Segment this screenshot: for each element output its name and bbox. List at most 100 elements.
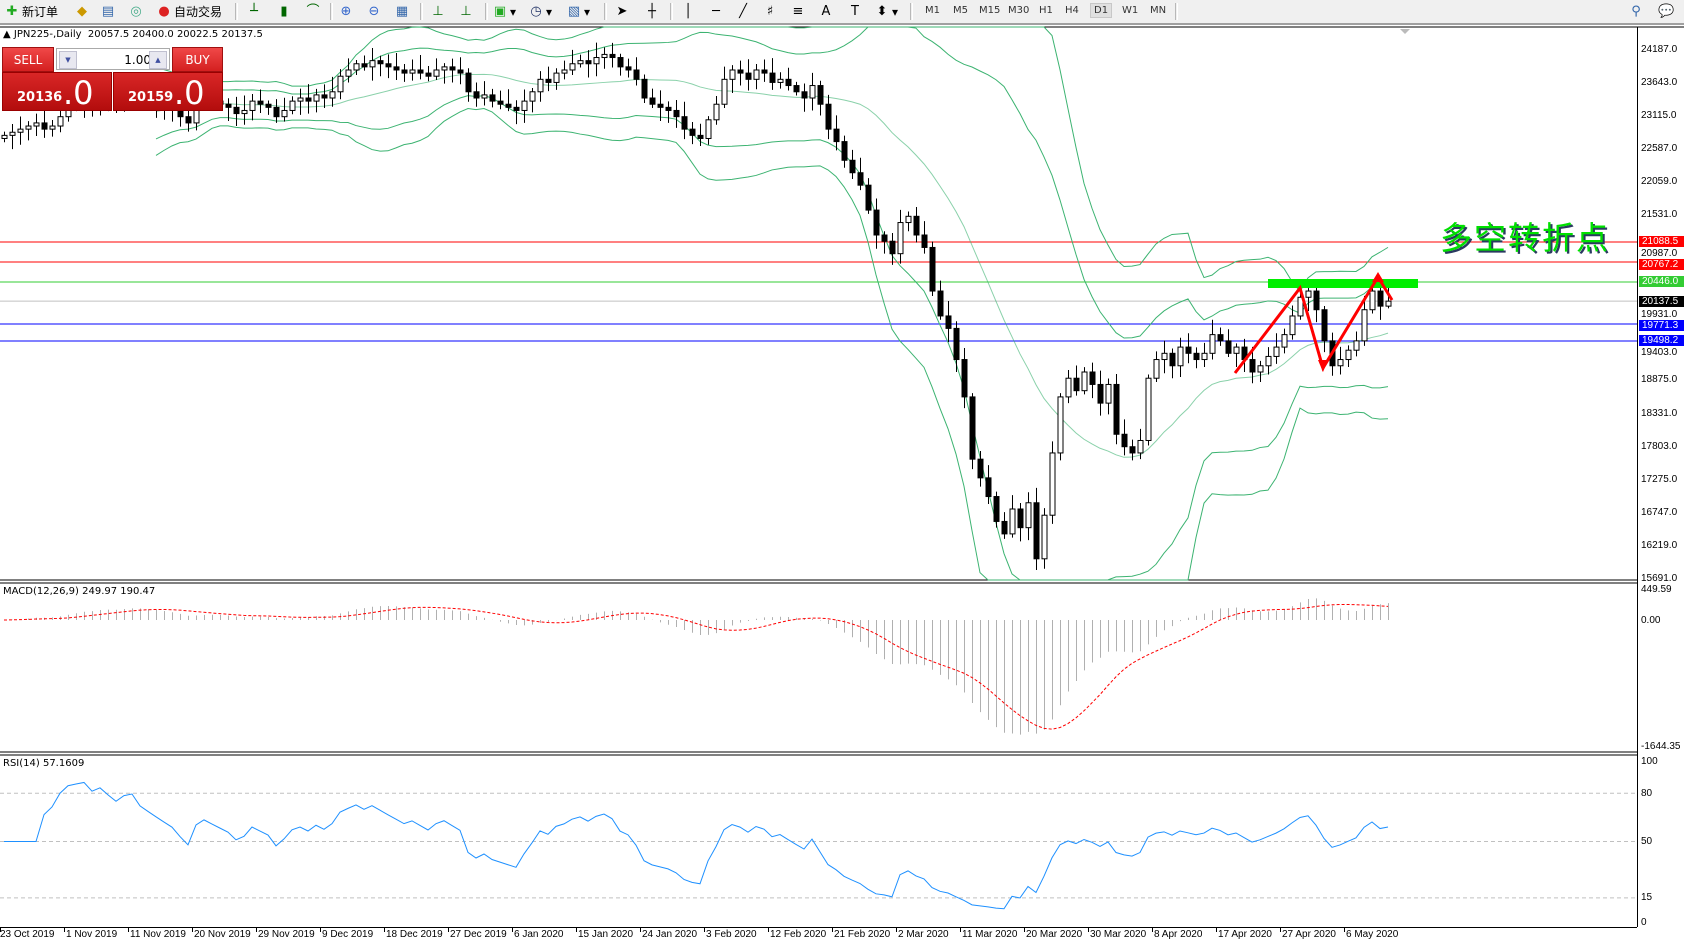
sell-price-box[interactable]: 20136.0 — [2, 72, 112, 112]
candle — [993, 491, 1000, 528]
candle-body — [1185, 346, 1192, 354]
lot-size-input[interactable] — [77, 50, 153, 69]
candle — [1321, 305, 1328, 353]
candle — [1249, 346, 1256, 384]
candle — [257, 89, 264, 113]
vertical-line-icon: │ — [684, 3, 692, 19]
horizontal-line-icon: ─ — [712, 3, 720, 19]
date-tick-label: 11 Nov 2019 — [130, 929, 186, 940]
timeframe-m5[interactable]: M5 — [953, 5, 968, 16]
zoom-in-button[interactable]: ⊕ — [338, 2, 356, 21]
candle — [1361, 295, 1368, 346]
timeframe-h1[interactable]: H1 — [1039, 5, 1053, 16]
trendline-button[interactable]: ╱ — [735, 2, 753, 21]
line-chart-button[interactable]: ⌒ — [305, 2, 323, 21]
candle-body — [585, 60, 592, 65]
candle-body — [289, 100, 296, 111]
candle-body — [1217, 334, 1224, 342]
chart-shift-button[interactable]: ⊥ — [430, 2, 448, 21]
annotation-text[interactable]: 多空转折点 — [1440, 219, 1611, 257]
navigator-button[interactable]: ▤ — [100, 2, 118, 21]
timeframe-mn[interactable]: MN — [1150, 5, 1167, 16]
horizontal-line-button[interactable]: ─ — [708, 2, 726, 21]
arrows-button[interactable]: ⬍ ▾ — [874, 2, 898, 21]
candle-body — [561, 69, 568, 74]
buy-button[interactable]: BUY — [172, 47, 223, 72]
candle-body — [1097, 383, 1104, 404]
bar-chart-button[interactable]: ┴ — [246, 2, 264, 21]
chart-area[interactable] — [0, 25, 1684, 945]
lot-decrease-button[interactable]: ▼ — [59, 51, 77, 69]
text-label-button[interactable]: T — [847, 2, 865, 21]
candle-body — [1369, 290, 1376, 311]
timeframe-d1[interactable]: D1 — [1090, 3, 1113, 18]
vertical-line-button[interactable]: │ — [680, 2, 698, 21]
candle — [1105, 378, 1112, 415]
candle — [281, 97, 288, 122]
candle-body — [1145, 377, 1152, 441]
auto-trading-button[interactable]: ● 自动交易 — [156, 2, 222, 21]
candle-body — [225, 103, 232, 108]
candle — [1177, 337, 1184, 377]
ohlc-readout: 20057.5 20400.0 20022.5 20137.5 — [87, 29, 263, 40]
candle — [969, 393, 976, 470]
timeframe-m1[interactable]: M1 — [925, 5, 940, 16]
candle — [233, 96, 240, 127]
lot-size-stepper[interactable]: ▼ ▲ — [56, 48, 170, 70]
candle — [241, 95, 248, 125]
cursor-icon: ➤ — [616, 3, 628, 19]
candle-body — [841, 141, 848, 161]
arrowhead-down — [1318, 360, 1328, 372]
chart-shift-marker[interactable] — [1400, 29, 1410, 34]
autoscroll-button[interactable]: ⊥ — [458, 2, 476, 21]
candle-body — [33, 122, 40, 127]
buy-price-box[interactable]: 20159.0 — [113, 72, 223, 112]
candle — [337, 69, 344, 100]
candle — [737, 60, 744, 86]
sell-button[interactable]: SELL — [2, 47, 54, 72]
candle — [537, 71, 544, 102]
templates-button[interactable]: ▧ ▾ — [567, 3, 591, 19]
candle-body — [185, 116, 192, 124]
timeframe-m30[interactable]: M30 — [1008, 5, 1030, 16]
zoom-out-button[interactable]: ⊖ — [366, 2, 384, 21]
fibo-fan-button[interactable]: ♯ — [762, 2, 780, 21]
candle — [705, 116, 712, 145]
candle-body — [1361, 309, 1368, 342]
candle-body — [665, 106, 672, 111]
user-drawings[interactable] — [1233, 272, 1418, 374]
crosshair-button[interactable]: ┼ — [644, 2, 662, 21]
candle — [1129, 439, 1136, 461]
timeframe-m15[interactable]: M15 — [979, 5, 1001, 16]
new-chart-button[interactable]: ▣ ▾ — [493, 3, 517, 19]
candle-body — [801, 91, 808, 99]
candle — [1241, 338, 1248, 372]
search-button[interactable]: ⚲ — [1628, 2, 1646, 21]
candle-body — [977, 458, 984, 479]
bollinger-upper — [155, 26, 1389, 293]
candlestick-button[interactable]: ▮ — [276, 2, 294, 21]
timeframe-w1[interactable]: W1 — [1122, 5, 1139, 16]
candle — [785, 67, 792, 91]
lot-increase-button[interactable]: ▲ — [149, 51, 167, 69]
price-tick-label: 22587.0 — [1641, 143, 1678, 155]
candle-body — [569, 63, 576, 71]
candle — [9, 124, 16, 150]
candle-body — [673, 109, 680, 118]
market-watch-button[interactable]: ◆ — [74, 2, 92, 21]
chat-button[interactable]: 💬 — [1658, 2, 1676, 21]
timeframe-h4[interactable]: H4 — [1065, 5, 1079, 16]
cursor-button[interactable]: ➤ — [614, 2, 632, 21]
candle-body — [681, 116, 688, 130]
resistance-zone-rect[interactable] — [1268, 279, 1418, 288]
tile-windows-button[interactable]: ▦ — [394, 2, 412, 21]
periods-button[interactable]: ◷ ▾ — [528, 2, 552, 21]
candle-body — [297, 97, 304, 102]
text-button[interactable]: A — [818, 2, 836, 21]
candle-body — [1025, 502, 1032, 529]
candle-body — [321, 94, 328, 99]
new-order-button[interactable]: ✚ 新订单 — [4, 2, 58, 21]
signals-button[interactable]: ◎ — [128, 2, 146, 21]
fibo-retracement-button[interactable]: ≡ — [790, 2, 808, 21]
candle — [721, 66, 728, 108]
